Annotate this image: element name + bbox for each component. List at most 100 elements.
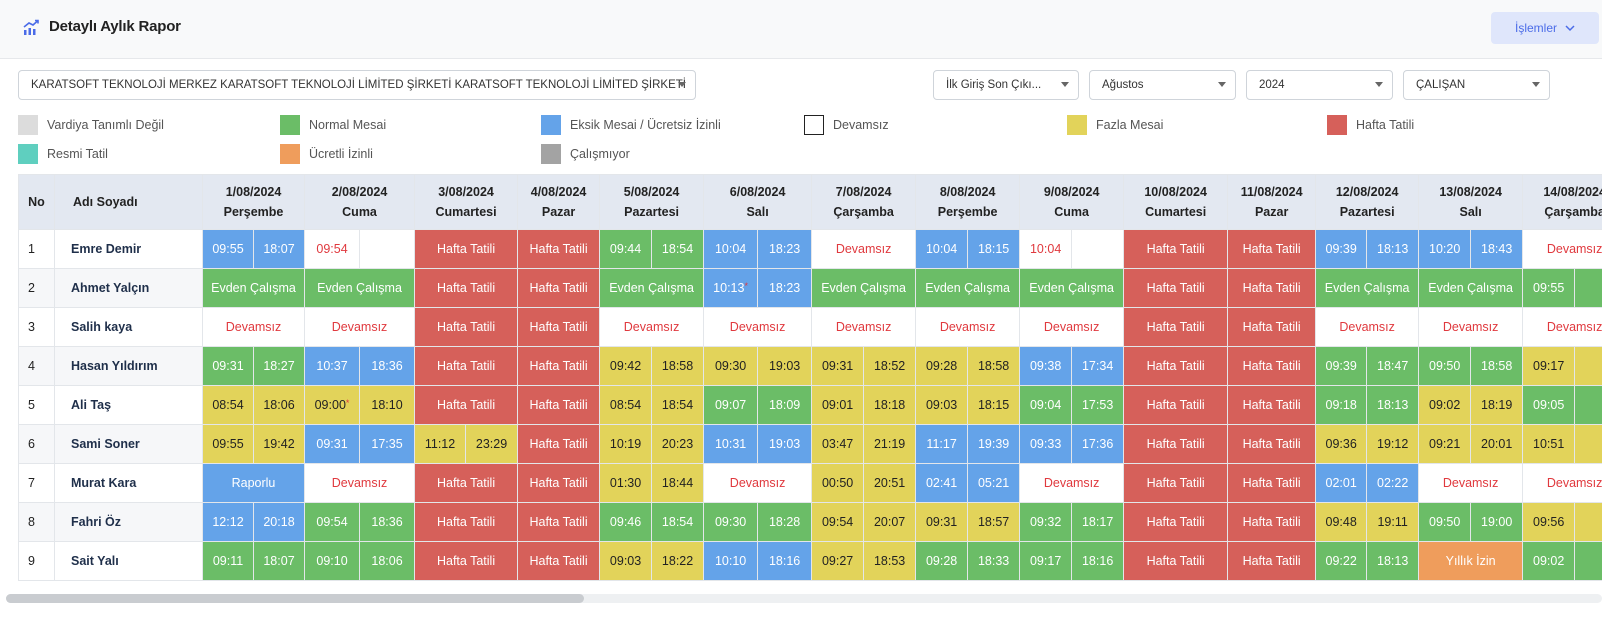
day-status-cell[interactable]: Devamsız [1418, 307, 1524, 347]
check-in-time[interactable]: 10:04 [703, 229, 759, 269]
check-in-time[interactable]: 02:41 [915, 463, 969, 503]
check-out-time[interactable]: 17:35 [359, 424, 416, 464]
year-select[interactable]: 2024 [1246, 70, 1393, 100]
day-status-cell[interactable]: Hafta Tatili [1227, 346, 1317, 386]
check-in-time[interactable]: 09:46 [599, 502, 653, 542]
check-out-time[interactable]: 18:13 [1366, 385, 1420, 425]
check-in-time[interactable]: 09:17 [1019, 541, 1073, 581]
check-out-time[interactable]: 18:57 [967, 502, 1021, 542]
check-in-time[interactable]: 00:50 [811, 463, 865, 503]
day-status-cell[interactable]: Devamsız [1019, 463, 1125, 503]
check-out-time[interactable] [1071, 229, 1125, 269]
check-in-time[interactable]: 10:13* [703, 268, 759, 308]
check-in-time[interactable]: 09:50 [1418, 502, 1472, 542]
check-in-time[interactable]: 09:39 [1315, 346, 1368, 386]
check-out-time[interactable]: 18:58 [967, 346, 1021, 386]
check-out-time[interactable]: 18:54 [651, 502, 705, 542]
check-in-time[interactable]: 09:05 [1522, 385, 1576, 425]
check-in-time[interactable]: 09:31 [915, 502, 969, 542]
check-in-time[interactable]: 09:56 [1522, 502, 1576, 542]
check-out-time[interactable]: 18:07 [252, 541, 306, 581]
check-out-time[interactable]: 19:42 [252, 424, 306, 464]
check-in-time[interactable]: 09:07 [703, 385, 759, 425]
check-in-time[interactable]: 09:03 [599, 541, 653, 581]
day-status-cell[interactable]: Devamsız [304, 307, 416, 347]
employee-type-select[interactable]: ÇALIŞAN [1403, 70, 1550, 100]
check-out-time[interactable]: 18:33 [967, 541, 1021, 581]
day-status-cell[interactable]: Hafta Tatili [1227, 307, 1317, 347]
check-out-time[interactable]: 18:10 [359, 385, 416, 425]
check-in-time[interactable]: 09:31 [202, 346, 254, 386]
check-out-time[interactable]: 17:53 [1071, 385, 1125, 425]
check-in-time[interactable]: 09:21 [1418, 424, 1472, 464]
check-in-time[interactable]: 09:28 [915, 346, 969, 386]
check-out-time[interactable]: 18:43 [1470, 229, 1524, 269]
employee-name[interactable]: Sami Soner [54, 424, 203, 464]
check-in-time[interactable]: 10:20 [1418, 229, 1472, 269]
check-in-time[interactable]: 09:17 [1522, 346, 1576, 386]
day-status-cell[interactable]: Devamsız [811, 307, 917, 347]
check-in-time[interactable]: 09:55 [202, 424, 254, 464]
check-out-time[interactable]: 18:09 [757, 385, 813, 425]
check-out-time[interactable]: 17:34 [1071, 346, 1125, 386]
check-out-time[interactable]: 19:03 [757, 346, 813, 386]
check-out-time[interactable]: 18:58 [651, 346, 705, 386]
check-out-time[interactable] [1574, 502, 1602, 542]
check-in-time[interactable]: 10:04 [915, 229, 969, 269]
employee-name[interactable]: Ali Taş [54, 385, 203, 425]
check-out-time[interactable]: 19:12 [1366, 424, 1420, 464]
check-in-time[interactable]: 10:31 [703, 424, 759, 464]
check-in-time[interactable]: 09:54 [811, 502, 865, 542]
day-status-cell[interactable]: Hafta Tatili [517, 541, 601, 581]
day-status-cell[interactable]: Hafta Tatili [414, 502, 519, 542]
check-in-time[interactable]: 09:48 [1315, 502, 1368, 542]
check-in-time[interactable]: 09:31 [304, 424, 361, 464]
day-status-cell[interactable]: Hafta Tatili [1227, 424, 1317, 464]
day-status-cell[interactable]: Devamsız [811, 229, 917, 269]
check-out-time[interactable]: 18:16 [757, 541, 813, 581]
check-in-time[interactable]: 09:11 [202, 541, 254, 581]
check-in-time[interactable]: 10:04 [1019, 229, 1073, 269]
day-status-cell[interactable]: Devamsız [1315, 307, 1420, 347]
table-row[interactable]: 4 Hasan Yıldırım 09:31 18:27 10:37 18:36 Hafta… [18, 346, 1602, 386]
day-status-cell[interactable]: Hafta Tatili [414, 229, 519, 269]
check-in-time[interactable]: 09:02 [1522, 541, 1576, 581]
check-out-time[interactable]: 20:18 [252, 502, 306, 542]
check-out-time[interactable]: 18:07 [252, 229, 306, 269]
check-out-time[interactable]: 18:06 [359, 541, 416, 581]
table-row[interactable]: 1 Emre Demir 09:55 18:07 09:54 Hafta Tatili Ha… [18, 229, 1602, 269]
horizontal-scrollbar[interactable] [6, 594, 1602, 603]
day-status-cell[interactable]: Hafta Tatili [517, 268, 601, 308]
day-status-cell[interactable]: Hafta Tatili [1123, 346, 1229, 386]
day-status-cell[interactable]: Hafta Tatili [414, 307, 519, 347]
check-in-time[interactable]: 10:10 [703, 541, 759, 581]
check-in-time[interactable]: 09:38 [1019, 346, 1073, 386]
day-status-cell[interactable]: Hafta Tatili [414, 346, 519, 386]
check-in-time[interactable]: 09:44 [599, 229, 653, 269]
day-status-cell[interactable]: Devamsız [703, 463, 813, 503]
table-row[interactable]: 5 Ali Taş 08:54 18:06 09:00* 18:10 Hafta Tatil… [18, 385, 1602, 425]
check-in-time[interactable]: 09:18 [1315, 385, 1368, 425]
day-status-cell[interactable]: Devamsız [703, 307, 813, 347]
check-in-time[interactable]: 10:51 [1522, 424, 1576, 464]
day-status-cell[interactable]: Hafta Tatili [517, 229, 601, 269]
day-status-cell[interactable]: Hafta Tatili [1123, 502, 1229, 542]
check-in-time[interactable]: 09:04 [1019, 385, 1073, 425]
day-status-cell[interactable]: Evden Çalışma [304, 268, 416, 308]
day-status-cell[interactable]: Hafta Tatili [1227, 541, 1317, 581]
day-status-cell[interactable]: Hafta Tatili [1123, 463, 1229, 503]
check-in-time[interactable]: 01:30 [599, 463, 653, 503]
check-in-time[interactable]: 10:19 [599, 424, 653, 464]
check-out-time[interactable]: 18:58 [1470, 346, 1524, 386]
day-status-cell[interactable]: Hafta Tatili [1227, 268, 1317, 308]
check-in-time[interactable]: 09:30 [703, 346, 759, 386]
check-out-time[interactable]: 20:23 [651, 424, 705, 464]
check-in-time[interactable]: 02:01 [1315, 463, 1368, 503]
day-status-cell[interactable]: Devamsız [1522, 463, 1602, 503]
check-in-time[interactable]: 09:50 [1418, 346, 1472, 386]
check-in-time[interactable]: 09:32 [1019, 502, 1073, 542]
day-status-cell[interactable]: Evden Çalışma [1019, 268, 1125, 308]
day-status-cell[interactable]: Hafta Tatili [517, 385, 601, 425]
check-out-time[interactable] [1574, 541, 1602, 581]
day-status-cell[interactable]: Hafta Tatili [517, 307, 601, 347]
